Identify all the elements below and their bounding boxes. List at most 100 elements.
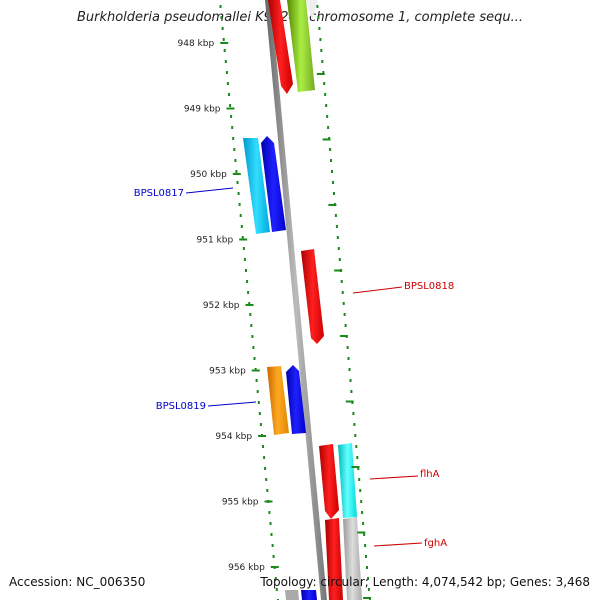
dot-left xyxy=(240,225,243,228)
dot-right xyxy=(322,71,325,74)
tick-mark-left xyxy=(239,238,248,241)
dot-right xyxy=(331,170,333,173)
dot-right xyxy=(318,27,321,30)
dot-right xyxy=(365,555,367,558)
dot-left xyxy=(221,27,224,30)
dot-left xyxy=(266,489,269,492)
dot-left xyxy=(220,16,223,19)
dot-right xyxy=(349,379,352,382)
tick-mark-right xyxy=(345,400,354,403)
dot-right xyxy=(326,115,329,118)
dot-left xyxy=(256,390,259,393)
dot-right xyxy=(336,236,339,239)
gene-label-bpsl0818: BPSL0818 xyxy=(404,281,454,292)
label-connector xyxy=(373,542,423,547)
dot-left xyxy=(269,522,272,525)
dot-left xyxy=(274,577,277,580)
dot-left xyxy=(253,357,256,360)
gene-label-flha: flhA xyxy=(420,469,440,480)
dot-right xyxy=(366,566,368,569)
tick-mark-right xyxy=(363,597,372,599)
gene-red-0818 xyxy=(301,249,324,344)
dot-right xyxy=(354,434,357,437)
dot-left xyxy=(252,346,255,349)
summary-text: Topology: circular; Length: 4,074,542 bp… xyxy=(260,575,590,589)
dot-left xyxy=(255,379,258,382)
dot-left xyxy=(224,60,227,63)
dot-right xyxy=(364,544,367,547)
dot-left xyxy=(219,5,222,8)
dot-right xyxy=(360,500,363,503)
dot-right xyxy=(367,577,369,580)
label-connector xyxy=(352,286,403,294)
dot-right xyxy=(332,181,334,184)
gene-blue-0817 xyxy=(261,136,286,232)
dot-right xyxy=(346,346,349,349)
gene-label-fgha: fghA xyxy=(424,538,447,549)
dot-right xyxy=(337,247,340,250)
dot-right xyxy=(359,489,362,492)
dot-left xyxy=(233,148,236,151)
dot-right xyxy=(348,368,351,371)
dot-left xyxy=(226,82,229,85)
dot-right xyxy=(356,456,359,459)
gene-aqua-flhA xyxy=(338,443,357,518)
tick-mark-left xyxy=(220,42,229,44)
dot-left xyxy=(275,588,278,591)
dot-left xyxy=(263,456,266,459)
dot-left xyxy=(249,313,252,316)
gene-orange-0819 xyxy=(267,366,289,435)
dot-left xyxy=(225,71,228,74)
gene-red-top xyxy=(268,0,293,94)
dot-right xyxy=(362,522,365,525)
dot-right xyxy=(343,313,346,316)
dot-left xyxy=(271,544,274,547)
dot-right xyxy=(341,291,344,294)
tick-mark-right xyxy=(316,73,325,75)
dot-left xyxy=(236,181,239,184)
dot-right xyxy=(347,357,350,360)
tick-label: 949 kbp xyxy=(184,105,221,115)
gene-gray-fghA xyxy=(343,517,362,600)
dot-right xyxy=(344,324,347,327)
dot-right xyxy=(320,49,323,52)
gene-labels: BPSL0817 BPSL0818 BPSL0819 flhA fghA xyxy=(134,187,454,549)
tick-mark-right xyxy=(357,531,366,534)
dot-left xyxy=(237,192,240,195)
dot-left xyxy=(229,104,232,107)
dot-left xyxy=(251,335,254,338)
dot-right xyxy=(321,60,324,63)
dot-right xyxy=(355,445,358,448)
label-connector xyxy=(207,401,257,407)
label-connector xyxy=(369,475,419,480)
dot-left xyxy=(268,511,271,514)
dot-right xyxy=(334,214,337,217)
tick-label: 955 kbp xyxy=(222,498,259,508)
dot-left xyxy=(230,115,233,118)
dot-left xyxy=(242,247,245,250)
dot-left xyxy=(245,269,247,272)
dot-left xyxy=(264,467,267,470)
dot-right xyxy=(367,588,370,591)
dot-left xyxy=(241,236,244,239)
dot-right xyxy=(316,5,319,8)
tick-mark-left xyxy=(245,304,254,306)
tick-mark-right xyxy=(322,138,331,141)
tick-label: 950 kbp xyxy=(190,170,227,180)
dot-right xyxy=(317,16,320,19)
tick-label: 952 kbp xyxy=(203,301,240,311)
dot-left xyxy=(243,258,246,261)
dot-right xyxy=(333,192,335,195)
tick-mark-right xyxy=(339,335,348,337)
dot-right xyxy=(325,104,328,107)
dot-right xyxy=(338,258,341,261)
gene-green-top xyxy=(287,0,315,92)
gene-features xyxy=(243,0,362,600)
dot-left xyxy=(259,423,262,426)
tick-label: 948 kbp xyxy=(178,39,215,49)
gene-blue-bottom xyxy=(301,590,317,600)
dot-left xyxy=(262,445,264,448)
gene-red-fghA xyxy=(325,518,343,600)
gene-cyan-0817 xyxy=(243,138,270,234)
